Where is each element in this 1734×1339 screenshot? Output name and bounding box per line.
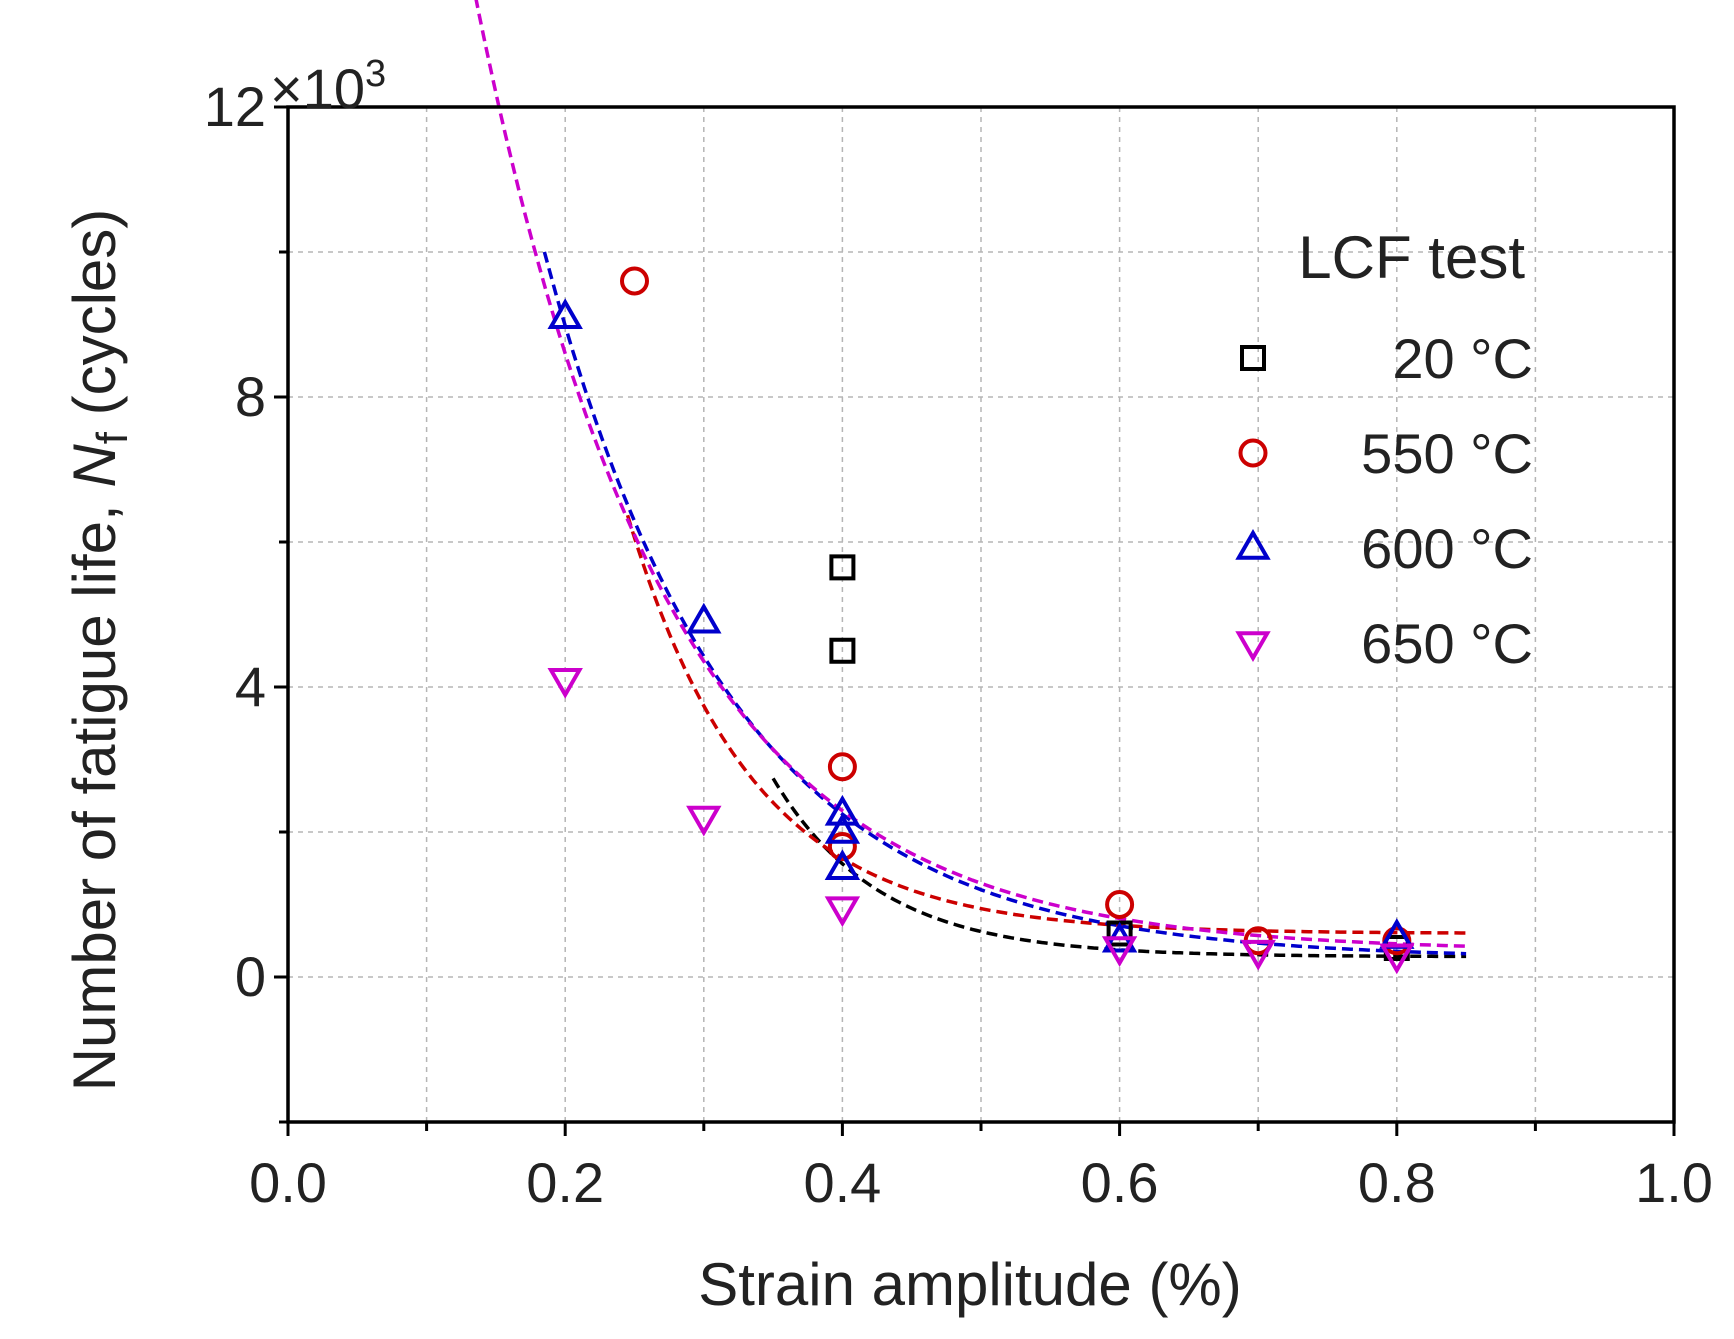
y-tick-label: 0 [235, 945, 266, 1008]
x-tick-label: 0.0 [249, 1151, 327, 1214]
legend-marker-triangle-down [1235, 631, 1271, 663]
y-axis-title-suffix: (cycles) [61, 209, 128, 432]
data-point-circle [1105, 890, 1135, 919]
data-point-circle [620, 266, 649, 296]
x-tick-label: 0.2 [526, 1151, 604, 1214]
data-points [547, 266, 1415, 975]
data-point-triangle-up [686, 602, 722, 634]
data-point-square [829, 554, 856, 581]
data-point-triangle-down [824, 896, 861, 928]
axis-ticks [274, 105, 1676, 1136]
x-tick-label: 1.0 [1635, 1151, 1713, 1214]
data-point-triangle-down [1379, 943, 1415, 975]
y-axis-title-prefix: Number of fatigue life, [61, 488, 128, 1092]
y-multiplier-exp: 3 [365, 53, 386, 95]
y-multiplier-base: ×10 [270, 57, 365, 120]
data-point-circle [827, 752, 857, 782]
y-tick-label: 12 [204, 75, 266, 138]
y-axis-title-symbol: N [61, 444, 128, 488]
data-point-triangle-down [1240, 939, 1276, 971]
legend: LCF test 20 °C 550 °C 600 °C 650 °C [1235, 224, 1533, 675]
legend-entry-label: 600 °C [1361, 517, 1533, 580]
y-tick-label: 4 [235, 655, 266, 718]
data-point-triangle-up [547, 298, 583, 329]
x-axis-title: Strain amplitude (%) [698, 1251, 1242, 1318]
y-tick-label: 8 [235, 365, 266, 428]
fit-curve-square [771, 777, 1467, 959]
legend-marker-square [1240, 345, 1266, 371]
legend-marker-circle [1238, 438, 1268, 468]
legend-entry-label: 650 °C [1361, 612, 1533, 675]
legend-marker-triangle-up [1235, 528, 1271, 560]
legend-entry-label: 20 °C [1392, 327, 1533, 390]
fit-curves [474, 0, 1467, 959]
x-tick-label: 0.8 [1358, 1151, 1436, 1214]
fit-curve-triangle-down [474, 0, 1467, 948]
x-tick-label: 0.6 [1081, 1151, 1159, 1214]
data-point-triangle-up [824, 849, 861, 880]
legend-title: LCF test [1298, 224, 1525, 291]
fit-curve-triangle-up [542, 251, 1467, 956]
legend-entry-label: 550 °C [1361, 422, 1533, 485]
y-multiplier: ×103 [270, 53, 386, 120]
data-point-triangle-up [824, 812, 861, 844]
tick-labels: 0.0 0.2 0.4 0.6 0.8 1.0 0 4 8 12 [204, 75, 1713, 1214]
y-axis-title-subscript: f [88, 431, 137, 444]
data-point-triangle-down [686, 805, 722, 837]
x-tick-label: 0.4 [803, 1151, 881, 1214]
fit-curve-circle [625, 514, 1467, 935]
data-point-triangle-down [1101, 936, 1138, 968]
data-point-triangle-down [547, 668, 583, 699]
data-point-square [829, 637, 856, 664]
data-point-triangle-up [824, 794, 861, 826]
grid [287, 106, 1675, 1123]
y-axis-title: Number of fatigue life, Nf (cycles) [61, 209, 137, 1092]
data-point-circle [827, 832, 857, 861]
